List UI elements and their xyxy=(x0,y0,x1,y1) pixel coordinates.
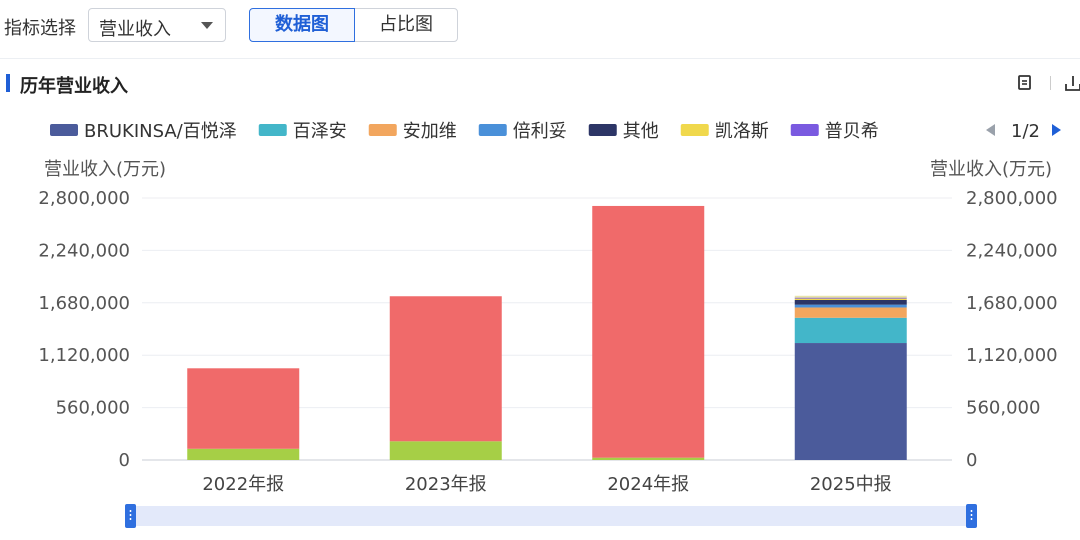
bar-3-0 xyxy=(794,343,907,460)
y-axis-title-left: 营业收入(万元) xyxy=(44,159,166,180)
y-tick-right-1: 560,000 xyxy=(966,398,1040,419)
bar-3-3 xyxy=(794,304,907,308)
copy-icon[interactable] xyxy=(1016,74,1034,92)
bar-3-2 xyxy=(794,307,907,318)
y-tick-left-3: 1,680,000 xyxy=(38,293,130,314)
y-tick-right-2: 1,120,000 xyxy=(966,345,1058,366)
bar-0-8 xyxy=(187,368,300,449)
legend-label-1: 百泽安 xyxy=(293,121,347,142)
legend-swatch-5 xyxy=(680,124,709,136)
y-tick-right-4: 2,240,000 xyxy=(966,240,1058,261)
x-tick-0: 2022年报 xyxy=(202,474,284,495)
icon-separator xyxy=(1050,76,1051,90)
legend-swatch-0 xyxy=(50,124,78,136)
y-tick-right-3: 1,680,000 xyxy=(966,293,1058,314)
bar-3-6 xyxy=(794,297,907,299)
bar-3-9 xyxy=(794,295,907,298)
bar-3-4 xyxy=(794,299,907,305)
section-accent-bar xyxy=(6,74,10,92)
legend-label-4: 其他 xyxy=(623,121,659,142)
legend-label-2: 安加维 xyxy=(403,121,457,142)
bar-2-8 xyxy=(592,205,705,458)
indicator-select[interactable]: 营业收入 xyxy=(88,8,226,42)
y-tick-left-1: 560,000 xyxy=(56,398,130,419)
divider xyxy=(0,58,1080,59)
y-tick-left-5: 2,800,000 xyxy=(38,188,130,209)
legend-swatch-2 xyxy=(368,124,397,136)
y-tick-right-0: 0 xyxy=(966,450,977,471)
tab-ratio-chart[interactable]: 占比图 xyxy=(354,8,458,42)
chevron-down-icon xyxy=(201,22,213,29)
legend-next-icon xyxy=(1052,124,1061,136)
indicator-toolbar: 指标选择 营业收入 数据图 占比图 xyxy=(0,8,1080,42)
indicator-select-value: 营业收入 xyxy=(99,19,171,40)
bar-1-7 xyxy=(389,441,502,460)
legend-page-indicator: 1/2 xyxy=(1011,121,1040,142)
bar-1-8 xyxy=(389,296,502,442)
legend-label-6: 普贝希 xyxy=(825,121,879,142)
bar-3-1 xyxy=(794,317,907,344)
bar-0-7 xyxy=(187,448,300,460)
legend-swatch-6 xyxy=(790,124,819,136)
y-tick-left-4: 2,240,000 xyxy=(38,240,130,261)
revenue-stacked-bar-chart: BRUKINSA/百悦泽 百泽安 安加维 倍利妥 其他 凯洛斯 普贝希 1/2 营业收入(万元)… xyxy=(38,121,1061,528)
legend-swatch-4 xyxy=(588,124,617,136)
legend-swatch-1 xyxy=(258,124,287,136)
y-tick-left-2: 1,120,000 xyxy=(38,345,130,366)
indicator-label: 指标选择 xyxy=(4,18,76,39)
bar-2-7 xyxy=(592,457,705,460)
legend-swatch-3 xyxy=(478,124,507,136)
zoom-slider-track xyxy=(130,506,976,526)
y-axis-title-right: 营业收入(万元) xyxy=(930,159,1052,180)
y-tick-left-0: 0 xyxy=(119,450,130,471)
x-tick-1: 2023年报 xyxy=(405,474,487,495)
legend-label-0: BRUKINSA/百悦泽 xyxy=(84,121,237,142)
bar-3-5 xyxy=(794,298,907,300)
download-icon[interactable] xyxy=(1064,74,1080,92)
legend-label-3: 倍利妥 xyxy=(513,121,567,142)
section-title: 历年营业收入 xyxy=(20,76,128,97)
tab-data-chart[interactable]: 数据图 xyxy=(249,8,355,42)
legend-prev-icon xyxy=(986,124,995,136)
x-tick-2: 2024年报 xyxy=(607,474,689,495)
x-tick-3: 2025中报 xyxy=(810,474,892,495)
y-tick-right-5: 2,800,000 xyxy=(966,188,1058,209)
legend-label-5: 凯洛斯 xyxy=(715,121,769,142)
